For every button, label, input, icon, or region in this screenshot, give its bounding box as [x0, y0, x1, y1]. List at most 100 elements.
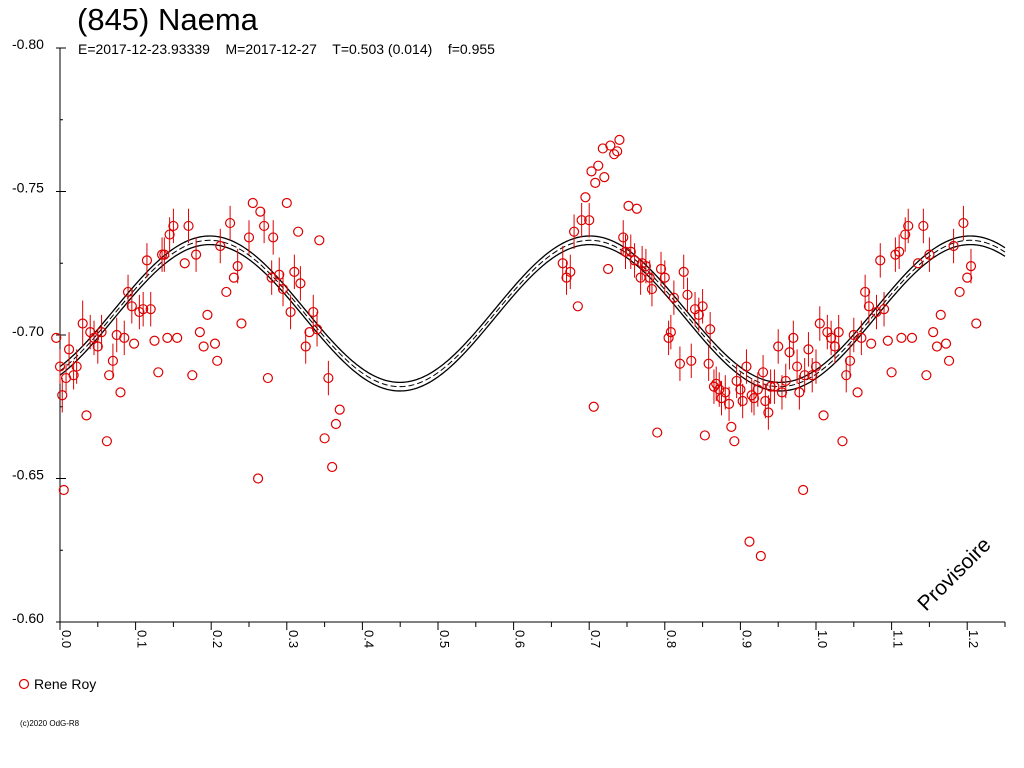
- data-point: [697, 301, 708, 312]
- data-point: [765, 381, 776, 392]
- data-point: [228, 272, 239, 283]
- data-point: [735, 384, 746, 395]
- data-point: [115, 387, 126, 398]
- data-point: [330, 418, 342, 430]
- data-point: [164, 229, 175, 240]
- data-point: [149, 335, 160, 346]
- data-point: [741, 361, 752, 372]
- data-point: [716, 393, 727, 404]
- data-point: [928, 327, 939, 338]
- data-point: [209, 338, 221, 349]
- data-point: [145, 304, 156, 315]
- data-point: [912, 258, 924, 269]
- x-tick-label: 0.8: [664, 630, 679, 648]
- data-point: [557, 258, 568, 269]
- data-point: [183, 220, 194, 232]
- data-point: [96, 327, 107, 338]
- y-tick-label: -0.75: [12, 180, 44, 196]
- data-point: [971, 318, 982, 329]
- data-point: [921, 370, 932, 381]
- y-tick-label: -0.80: [12, 36, 44, 52]
- data-point: [631, 203, 642, 214]
- data-point: [126, 301, 137, 312]
- data-point: [705, 324, 716, 335]
- data-point: [711, 378, 722, 389]
- data-point: [962, 272, 973, 283]
- data-point: [625, 246, 636, 257]
- data-point: [818, 410, 829, 421]
- data-point: [886, 367, 897, 378]
- x-tick-label: 1.1: [891, 630, 906, 648]
- data-point: [58, 484, 69, 496]
- data-point: [773, 341, 784, 352]
- data-point: [221, 286, 232, 298]
- data-point: [924, 249, 935, 260]
- data-point: [101, 436, 112, 447]
- data-point: [746, 390, 757, 401]
- data-point: [958, 217, 969, 229]
- data-point: [965, 261, 977, 272]
- data-point: [334, 404, 345, 415]
- data-point: [605, 140, 616, 151]
- data-point: [262, 372, 273, 384]
- data-point: [104, 370, 115, 381]
- data-point: [863, 301, 875, 312]
- data-point: [852, 387, 863, 398]
- data-point: [729, 436, 740, 447]
- x-tick-label: 0.5: [437, 630, 452, 648]
- data-point: [703, 358, 714, 369]
- data-point: [88, 332, 100, 343]
- data-point: [844, 355, 856, 366]
- x-tick-label: 0.1: [135, 630, 150, 648]
- data-point: [678, 266, 689, 277]
- data-point: [584, 215, 595, 226]
- data-point: [561, 272, 572, 283]
- data-point: [875, 255, 886, 266]
- data-point: [236, 318, 247, 329]
- data-point: [659, 272, 670, 283]
- data-point: [68, 370, 79, 381]
- data-point: [63, 344, 75, 355]
- data-point: [187, 370, 198, 381]
- data-point: [810, 361, 822, 372]
- watermark-text: Provisoire: [913, 533, 995, 615]
- fit-curve-upper: [59, 235, 1006, 384]
- data-point: [948, 240, 959, 252]
- data-point: [593, 160, 604, 171]
- data-point: [274, 269, 285, 280]
- data-point: [744, 536, 755, 547]
- data-point: [623, 200, 634, 211]
- data-point: [757, 367, 769, 378]
- data-point: [826, 332, 837, 343]
- legend-marker: [18, 678, 30, 690]
- y-tick-label: -0.65: [12, 467, 44, 483]
- data-point: [954, 286, 965, 298]
- x-tick-label: 0.0: [59, 630, 74, 648]
- data-point: [285, 306, 296, 318]
- data-point: [255, 206, 266, 217]
- data-point: [935, 309, 946, 321]
- x-tick-label: 0.4: [361, 630, 376, 648]
- data-point: [194, 327, 205, 338]
- data-point: [682, 289, 693, 300]
- data-point: [77, 318, 88, 329]
- data-point: [319, 433, 330, 444]
- data-point: [860, 286, 871, 298]
- data-point: [776, 387, 788, 398]
- data-point: [568, 226, 580, 237]
- data-point: [159, 249, 170, 260]
- data-point: [794, 387, 805, 398]
- x-tick-label: 1.0: [815, 630, 830, 648]
- data-point: [822, 327, 833, 338]
- data-point: [866, 338, 877, 349]
- x-tick-label: 0.6: [513, 630, 528, 648]
- data-point: [586, 166, 597, 177]
- data-point: [612, 146, 623, 157]
- data-point: [300, 341, 311, 352]
- data-point: [803, 344, 814, 355]
- x-tick-label: 0.9: [739, 630, 754, 648]
- x-tick-label: 1.2: [966, 630, 981, 648]
- data-point: [931, 341, 943, 352]
- data-point: [565, 266, 576, 277]
- chart-axes: -0.80 -0.75 -0.70 -0.65 -0.60 0.0 0.1 0.2 0.3 0.4…: [12, 36, 1006, 648]
